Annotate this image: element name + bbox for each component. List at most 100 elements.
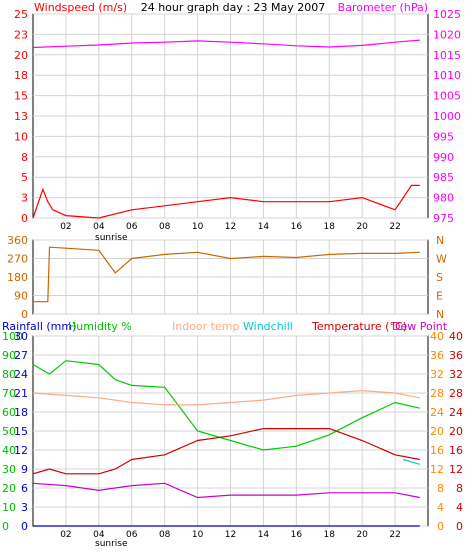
temperature-tick: 32 (449, 368, 463, 381)
chart-title: 24 hour graph day : 23 May 2007 (141, 1, 326, 14)
barometer-tick: 1010 (433, 69, 461, 82)
x-tick-label: 02 (60, 222, 71, 232)
windspeed-tick: 20 (14, 49, 28, 62)
windspeed-axis-label: Windspeed (m/s) (34, 1, 127, 14)
humidity-tick: 90 (2, 349, 16, 362)
legend-windchill: Windchill (243, 320, 293, 333)
compass-label: S (436, 271, 443, 284)
rain-tick: 15 (14, 425, 28, 438)
compass-label: E (436, 290, 443, 303)
x-tick-label: 20 (356, 530, 368, 540)
x-tick-label: 16 (291, 222, 303, 232)
barometer-line (32, 39, 420, 49)
windspeed-tick: 5 (21, 171, 28, 184)
x-tick-label: 04 (93, 530, 105, 540)
temperature-tick: 24 (449, 406, 463, 419)
windspeed-tick: 23 (14, 28, 28, 41)
barometer-tick: 980 (433, 192, 454, 205)
x-tick-label: 12 (225, 530, 236, 540)
indoor-temp-tick: 24 (430, 406, 444, 419)
barometer-tick: 995 (433, 130, 454, 143)
barometer-axis-label: Barometer (hPa) (338, 1, 428, 14)
rain-tick: 6 (21, 482, 28, 495)
windspeed-line (32, 184, 420, 219)
windchill-line (403, 458, 420, 465)
windspeed-tick: 25 (14, 8, 28, 21)
indoor-temp-tick: 28 (430, 387, 444, 400)
indoor-temp-line (32, 389, 420, 406)
humidity-tick: 30 (2, 463, 16, 476)
wind-direction-line (33, 246, 420, 303)
rain-tick: 3 (21, 501, 28, 514)
indoor-temp-tick: 12 (430, 463, 444, 476)
temperature-tick: 36 (449, 349, 463, 362)
humidity-tick: 40 (2, 444, 16, 457)
x-tick-label: 04 (93, 222, 105, 232)
temperature-tick: 12 (449, 463, 463, 476)
temperature-tick: 16 (449, 444, 463, 457)
windspeed-tick: 13 (14, 110, 28, 123)
indoor-temp-tick: 16 (430, 444, 444, 457)
sunrise-label-top: sunrise (95, 233, 128, 243)
x-tick-label: 10 (192, 222, 204, 232)
barometer-tick: 985 (433, 171, 454, 184)
temperature-tick: 40 (449, 330, 463, 343)
barometer-tick: 1025 (433, 8, 461, 21)
dew-point-line (32, 482, 420, 499)
x-tick-label: 14 (258, 530, 270, 540)
x-tick-label: 10 (192, 530, 204, 540)
x-tick-label: 08 (159, 530, 171, 540)
direction-tick: 180 (7, 271, 28, 284)
humidity-tick: 20 (2, 482, 16, 495)
legend-dew-point: Dew Point (392, 320, 448, 333)
legend-humidity: Humidity % (68, 320, 132, 333)
x-tick-label: 06 (126, 222, 138, 232)
humidity-tick: 80 (2, 368, 16, 381)
direction-tick: 90 (14, 290, 28, 303)
humidity-tick: 100 (2, 330, 23, 343)
compass-label: N (436, 234, 444, 247)
indoor-temp-tick: 40 (430, 330, 444, 343)
barometer-tick: 1015 (433, 49, 461, 62)
windspeed-tick: 15 (14, 90, 28, 103)
barometer-tick: 1000 (433, 110, 461, 123)
humidity-tick: 0 (2, 520, 9, 533)
compass-label: W (436, 253, 447, 266)
direction-tick: 270 (7, 253, 28, 266)
windspeed-tick: 3 (21, 192, 28, 205)
rain-tick: 9 (21, 463, 28, 476)
x-tick-label: 22 (389, 530, 400, 540)
rain-tick: 27 (14, 349, 28, 362)
rain-tick: 24 (14, 368, 28, 381)
x-tick-label: 14 (258, 222, 270, 232)
legend-rainfall: Rainfall (mm) (2, 320, 76, 333)
x-tick-label: 22 (389, 222, 400, 232)
temperature-tick: 4 (456, 501, 463, 514)
barometer-tick: 1005 (433, 90, 461, 103)
temperature-line (32, 428, 420, 475)
rain-tick: 12 (14, 444, 28, 457)
indoor-temp-tick: 20 (430, 425, 444, 438)
x-tick-label: 06 (126, 530, 138, 540)
humidity-tick: 50 (2, 425, 16, 438)
temperature-tick: 8 (456, 482, 463, 495)
rain-tick: 0 (21, 520, 28, 533)
direction-tick: 360 (7, 234, 28, 247)
indoor-temp-tick: 32 (430, 368, 444, 381)
sunrise-label-bottom: sunrise (95, 539, 128, 549)
rain-tick: 18 (14, 406, 28, 419)
barometer-tick: 975 (433, 212, 454, 225)
rain-tick: 21 (14, 387, 28, 400)
temperature-tick: 20 (449, 425, 463, 438)
legend-indoor-temp: Indoor temp (172, 320, 239, 333)
humidity-line (32, 360, 420, 451)
direction-tick: 0 (21, 308, 28, 321)
windspeed-tick: 10 (14, 130, 28, 143)
rain-tick: 30 (14, 330, 28, 343)
compass-label: N (436, 308, 444, 321)
x-tick-label: 12 (225, 222, 236, 232)
temperature-tick: 28 (449, 387, 463, 400)
indoor-temp-tick: 0 (437, 520, 444, 533)
indoor-temp-tick: 8 (437, 482, 444, 495)
